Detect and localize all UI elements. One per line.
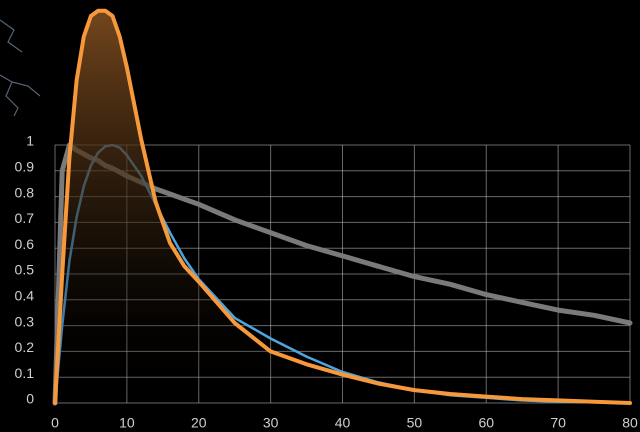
y-tick-label: 0.8 [15,184,35,200]
x-tick-label: 60 [478,415,494,431]
area [55,10,630,404]
y-tick-label: 0.7 [15,210,35,226]
x-tick-label: 40 [335,415,351,431]
y-tick-label: 0.5 [15,262,35,278]
y-tick-label: 0.6 [15,236,35,252]
x-tick-label: 0 [51,415,59,431]
x-tick-label: 10 [119,415,135,431]
y-tick-label: 0.3 [15,313,35,329]
x-tick-label: 50 [407,415,423,431]
x-tick-label: 20 [191,415,207,431]
y-tick-label: 0.1 [15,365,35,381]
line [53,8,632,405]
y-tick-label: 0 [26,391,34,407]
plot [52,8,633,406]
x-tick-label: 30 [263,415,279,431]
x-tick-label: 80 [622,415,638,431]
lightning-decoration [0,19,41,117]
x-tick-label: 70 [550,415,566,431]
y-tick-label: 0.9 [15,159,35,175]
y-tick-label: 0.2 [15,339,35,355]
y-tick-label: 0.4 [15,288,35,304]
y-tick-label: 1 [26,133,34,149]
